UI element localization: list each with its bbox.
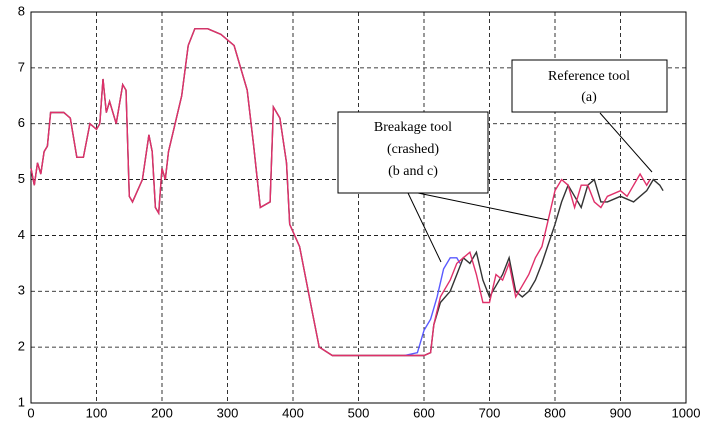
arrow	[599, 112, 653, 173]
x-tick-label: 200	[151, 405, 173, 420]
arrow	[407, 192, 442, 263]
x-tick-label: 100	[86, 405, 108, 420]
annotation-box	[511, 59, 668, 113]
annotation-text: (a)	[581, 90, 597, 105]
x-tick-label: 1000	[672, 405, 701, 420]
x-tick-label: 800	[544, 405, 566, 420]
x-tick-label: 0	[27, 405, 34, 420]
series-line	[30, 28, 651, 357]
y-tick-label: 7	[18, 59, 25, 74]
annotation-box	[337, 111, 489, 194]
y-tick-label: 4	[18, 227, 25, 242]
x-tick-label: 400	[282, 405, 304, 420]
y-tick-label: 8	[18, 3, 25, 18]
plot-frame	[30, 11, 687, 404]
annotation-text: Breakage tool	[374, 120, 452, 135]
y-tick-label: 5	[18, 171, 25, 186]
x-tick-label: 700	[479, 405, 501, 420]
x-tick-label: 300	[217, 405, 239, 420]
x-tick-label: 900	[610, 405, 632, 420]
plot-area: 1 2 3 4 5 6 7 8 0 100 200 300 400 500 600 700 800 900 1000	[18, 3, 701, 420]
annotation-text: (b and c)	[388, 164, 438, 179]
arrow	[417, 192, 549, 221]
y-tick-label: 6	[18, 115, 25, 130]
y-tick-label: 1	[18, 394, 25, 409]
x-tick-label: 600	[413, 405, 435, 420]
y-tick-label: 2	[18, 339, 25, 354]
annotation-text: Reference tool	[548, 69, 630, 84]
y-tick-label: 3	[18, 283, 25, 298]
series-line	[404, 257, 461, 357]
annotations: Reference tool (a) Breakage tool (crashe…	[337, 59, 668, 263]
annotation-text: (crashed)	[387, 142, 439, 157]
x-tick-label: 500	[348, 405, 370, 420]
